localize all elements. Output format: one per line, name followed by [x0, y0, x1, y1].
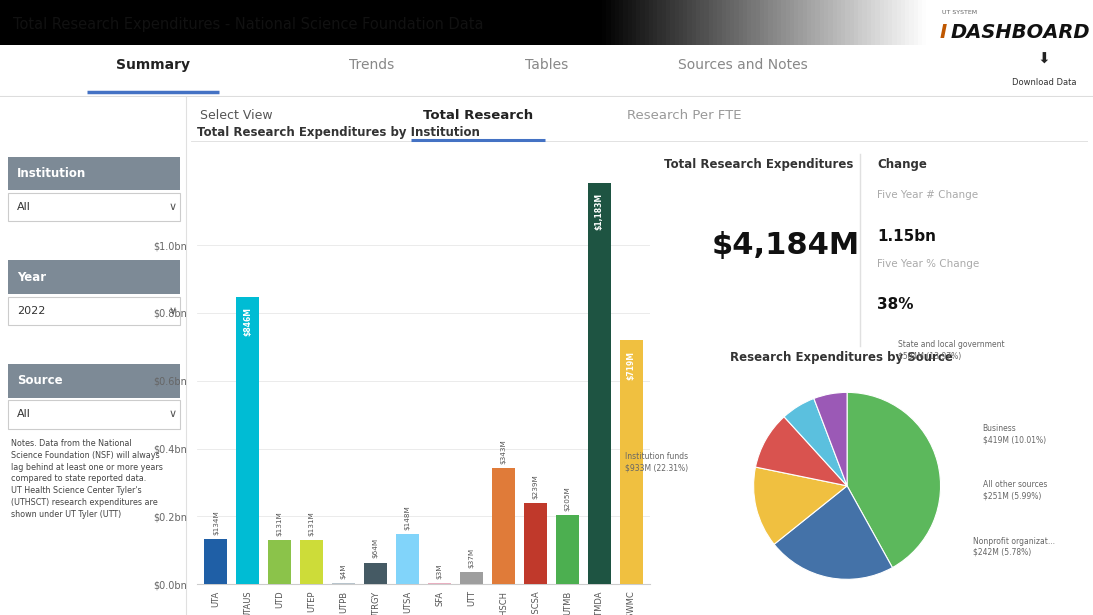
- Bar: [428, 583, 451, 584]
- Wedge shape: [774, 486, 892, 579]
- Wedge shape: [784, 399, 847, 486]
- Text: Total Research Expenditures: Total Research Expenditures: [665, 158, 854, 171]
- FancyBboxPatch shape: [8, 260, 179, 294]
- Wedge shape: [755, 417, 847, 486]
- Text: $239M: $239M: [532, 474, 539, 499]
- Text: ∨: ∨: [168, 410, 176, 419]
- Bar: [492, 468, 515, 584]
- FancyBboxPatch shape: [8, 296, 179, 325]
- Text: $134M: $134M: [213, 510, 219, 534]
- Bar: [555, 515, 579, 584]
- Text: $131M: $131M: [277, 511, 283, 536]
- FancyBboxPatch shape: [8, 400, 179, 429]
- Text: 1.15bn: 1.15bn: [878, 229, 937, 244]
- Text: 2022: 2022: [17, 306, 46, 315]
- Text: $37M: $37M: [469, 547, 474, 568]
- Text: $4M: $4M: [341, 563, 346, 579]
- FancyBboxPatch shape: [8, 364, 179, 397]
- Wedge shape: [814, 392, 847, 486]
- Text: Notes. Data from the National
Science Foundation (NSF) will always
lag behind at: Notes. Data from the National Science Fo…: [11, 439, 163, 518]
- Text: ⬇: ⬇: [1037, 52, 1050, 67]
- Text: Source: Source: [17, 374, 62, 387]
- Text: Business
$419M (10.01%): Business $419M (10.01%): [983, 424, 1046, 445]
- Text: All: All: [17, 202, 31, 212]
- Text: $719M: $719M: [626, 351, 636, 379]
- Text: All other sources
$251M (5.99%): All other sources $251M (5.99%): [983, 480, 1047, 501]
- Text: $148M: $148M: [404, 506, 411, 530]
- Bar: [524, 503, 546, 584]
- Bar: [236, 297, 259, 584]
- Text: Research Expenditures by Source: Research Expenditures by Source: [730, 351, 953, 364]
- Text: Total Research Expenditures by Institution: Total Research Expenditures by Instituti…: [197, 126, 480, 140]
- Bar: [204, 539, 227, 584]
- Text: $64M: $64M: [373, 538, 378, 558]
- Text: $4,184M: $4,184M: [712, 231, 859, 260]
- Text: Five Year # Change: Five Year # Change: [878, 190, 978, 200]
- Text: ∨: ∨: [168, 306, 176, 315]
- Text: Nonprofit organizat...
$242M (5.78%): Nonprofit organizat... $242M (5.78%): [973, 536, 1055, 557]
- Text: Download Data: Download Data: [1011, 78, 1077, 87]
- Bar: [332, 583, 355, 584]
- Bar: [268, 540, 292, 584]
- Text: $846M: $846M: [244, 308, 252, 336]
- Bar: [364, 563, 387, 584]
- Text: $131M: $131M: [308, 511, 315, 536]
- Text: I: I: [940, 23, 948, 42]
- Wedge shape: [847, 392, 941, 568]
- FancyBboxPatch shape: [8, 157, 179, 191]
- Bar: [588, 183, 611, 584]
- Text: Tables: Tables: [525, 58, 568, 72]
- Text: UT SYSTEM: UT SYSTEM: [942, 10, 977, 15]
- Text: $1,183M: $1,183M: [595, 193, 603, 230]
- Text: Trends: Trends: [349, 58, 395, 72]
- Text: ∨: ∨: [168, 202, 176, 212]
- Bar: [460, 572, 483, 584]
- Bar: [620, 340, 643, 584]
- Text: $343M: $343M: [501, 439, 506, 464]
- Wedge shape: [753, 467, 847, 544]
- Text: Five Year % Change: Five Year % Change: [878, 258, 979, 269]
- Text: Year: Year: [17, 271, 46, 284]
- Bar: [396, 534, 419, 584]
- Text: Change: Change: [878, 158, 927, 171]
- Text: All: All: [17, 410, 31, 419]
- Text: Institution: Institution: [17, 167, 86, 180]
- Text: Total Research Expenditures - National Science Foundation Data: Total Research Expenditures - National S…: [13, 17, 483, 32]
- Text: Select View: Select View: [200, 109, 273, 122]
- Bar: [301, 540, 324, 584]
- Text: State and local government
$584M (13.97%): State and local government $584M (13.97%…: [898, 340, 1006, 360]
- Text: Research Per FTE: Research Per FTE: [627, 109, 741, 122]
- Text: Sources and Notes: Sources and Notes: [679, 58, 808, 72]
- FancyBboxPatch shape: [8, 193, 179, 221]
- Text: $205M: $205M: [564, 486, 571, 510]
- Text: 38%: 38%: [878, 297, 914, 312]
- Text: DASHBOARD: DASHBOARD: [951, 23, 1091, 42]
- Text: Institution funds
$933M (22.31%): Institution funds $933M (22.31%): [625, 453, 689, 472]
- Text: Total Research: Total Research: [423, 109, 533, 122]
- Text: $3M: $3M: [436, 564, 443, 579]
- Text: Summary: Summary: [116, 58, 190, 72]
